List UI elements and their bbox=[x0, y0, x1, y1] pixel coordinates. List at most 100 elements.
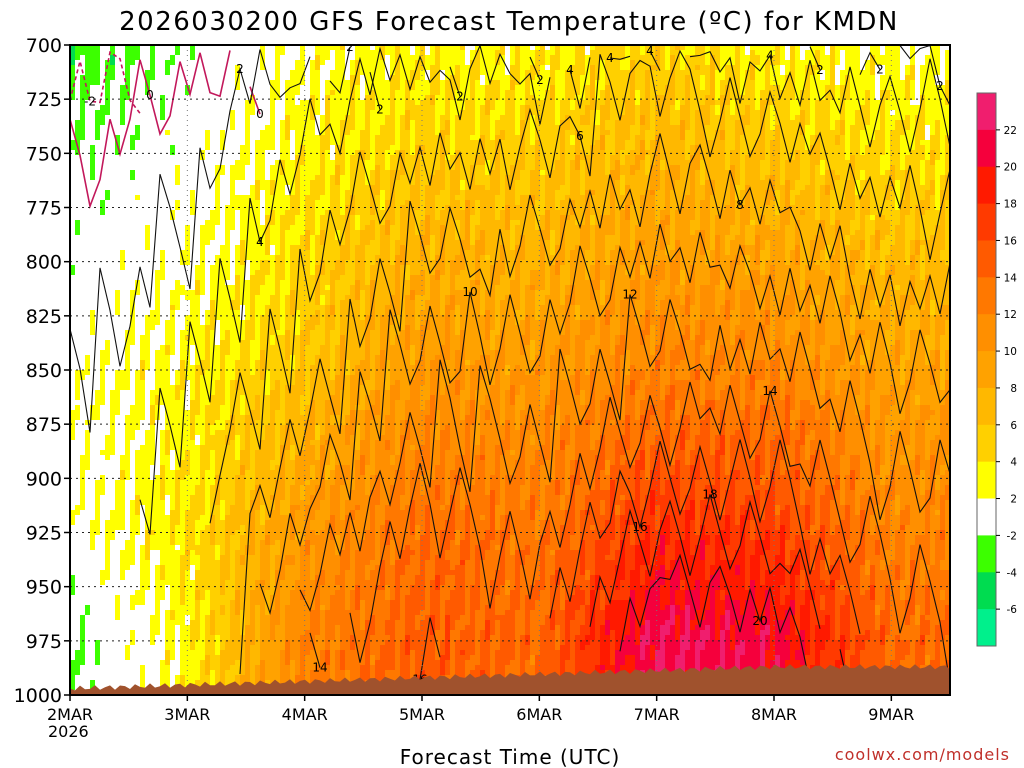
temperature-cell bbox=[845, 555, 851, 596]
temperature-cell bbox=[720, 390, 726, 411]
temperature-cell bbox=[675, 100, 681, 111]
temperature-cell bbox=[315, 200, 321, 236]
temperature-cell bbox=[475, 545, 481, 611]
temperature-cell bbox=[610, 385, 616, 421]
temperature-cell bbox=[510, 385, 516, 406]
temperature-cell bbox=[805, 265, 811, 281]
temperature-cell bbox=[525, 70, 531, 106]
temperature-cell bbox=[340, 300, 346, 336]
temperature-cell bbox=[470, 485, 476, 586]
temperature-cell bbox=[735, 120, 741, 186]
temperature-cell bbox=[510, 405, 516, 451]
temperature-cell bbox=[495, 595, 501, 616]
temperature-cell bbox=[610, 425, 616, 466]
temperature-cell bbox=[610, 560, 616, 601]
temperature-cell bbox=[325, 80, 331, 96]
temperature-cell bbox=[335, 465, 341, 536]
temperature-cell bbox=[570, 550, 576, 596]
temperature-cell bbox=[345, 360, 351, 376]
temperature-cell bbox=[570, 145, 576, 161]
temperature-cell bbox=[605, 520, 611, 556]
temperature-cell bbox=[575, 335, 581, 371]
temperature-cell bbox=[355, 450, 361, 461]
temperature-cell bbox=[645, 620, 651, 646]
temperature-cell bbox=[750, 495, 756, 521]
temperature-cell bbox=[785, 595, 791, 611]
temperature-cell bbox=[940, 250, 946, 261]
temperature-cell bbox=[600, 90, 606, 106]
temperature-cell bbox=[900, 295, 906, 356]
source-credit[interactable]: coolwx.com/models bbox=[835, 745, 1010, 764]
temperature-cell bbox=[745, 275, 751, 291]
temperature-cell bbox=[360, 475, 366, 541]
temperature-cell bbox=[320, 275, 326, 296]
temperature-cell bbox=[890, 110, 896, 116]
temperature-cell bbox=[655, 345, 661, 361]
temperature-cell bbox=[765, 480, 771, 491]
temperature-cell bbox=[190, 290, 196, 346]
temperature-cell bbox=[740, 45, 746, 96]
temperature-cell bbox=[215, 545, 221, 561]
temperature-cell bbox=[645, 385, 651, 411]
temperature-cell bbox=[475, 155, 481, 166]
temperature-cell bbox=[505, 45, 511, 76]
temperature-cell bbox=[270, 245, 276, 256]
temperature-cell bbox=[520, 170, 526, 196]
temperature-cell bbox=[925, 615, 931, 621]
temperature-cell bbox=[355, 230, 361, 246]
temperature-cell bbox=[930, 415, 936, 441]
temperature-cell bbox=[265, 535, 271, 546]
temperature-cell bbox=[935, 515, 941, 531]
temperature-cell bbox=[585, 340, 591, 376]
temperature-cell bbox=[895, 225, 901, 286]
temperature-cell bbox=[435, 280, 441, 356]
temperature-cell bbox=[680, 430, 686, 451]
temperature-cell bbox=[740, 290, 746, 331]
temperature-cell bbox=[230, 505, 236, 536]
temperature-cell bbox=[940, 390, 946, 406]
temperature-cell bbox=[135, 295, 141, 371]
temperature-cell bbox=[460, 510, 466, 541]
temperature-cell bbox=[605, 85, 611, 121]
temperature-cell bbox=[255, 45, 261, 141]
temperature-cell bbox=[835, 430, 841, 476]
temperature-cell bbox=[640, 195, 646, 241]
temperature-cell bbox=[515, 610, 521, 676]
temperature-cell bbox=[350, 75, 356, 131]
temperature-cell bbox=[840, 70, 846, 86]
temperature-cell bbox=[120, 270, 126, 371]
temperature-cell bbox=[485, 100, 491, 116]
temperature-cell bbox=[230, 415, 236, 441]
temperature-cell bbox=[290, 315, 296, 356]
temperature-cell bbox=[415, 615, 421, 631]
temperature-cell bbox=[520, 235, 526, 261]
temperature-cell bbox=[875, 230, 881, 251]
temperature-cell bbox=[325, 480, 331, 521]
temperature-cell bbox=[850, 220, 856, 236]
temperature-cell bbox=[835, 640, 841, 661]
temperature-cell bbox=[720, 600, 726, 616]
temperature-cell bbox=[585, 105, 591, 126]
temperature-cell bbox=[705, 535, 711, 546]
temperature-cell bbox=[900, 580, 906, 601]
temperature-cell bbox=[375, 135, 381, 166]
temperature-cell bbox=[555, 45, 561, 71]
temperature-cell bbox=[875, 45, 881, 66]
temperature-cell bbox=[220, 615, 226, 651]
temperature-cell bbox=[115, 370, 121, 416]
temperature-cell bbox=[865, 560, 871, 576]
temperature-cell bbox=[220, 500, 226, 521]
temperature-cell bbox=[435, 630, 441, 661]
temperature-cell bbox=[800, 570, 806, 591]
temperature-cell bbox=[355, 365, 361, 406]
temperature-cell bbox=[620, 115, 626, 151]
temperature-cell bbox=[530, 95, 536, 116]
temperature-cell bbox=[385, 640, 391, 671]
temperature-cell bbox=[655, 95, 661, 136]
temperature-cell bbox=[410, 450, 416, 471]
temperature-cell bbox=[660, 300, 666, 316]
temperature-cell bbox=[575, 635, 581, 676]
temperature-cell bbox=[460, 650, 466, 656]
temperature-cell bbox=[250, 45, 256, 96]
temperature-cell bbox=[405, 545, 411, 566]
